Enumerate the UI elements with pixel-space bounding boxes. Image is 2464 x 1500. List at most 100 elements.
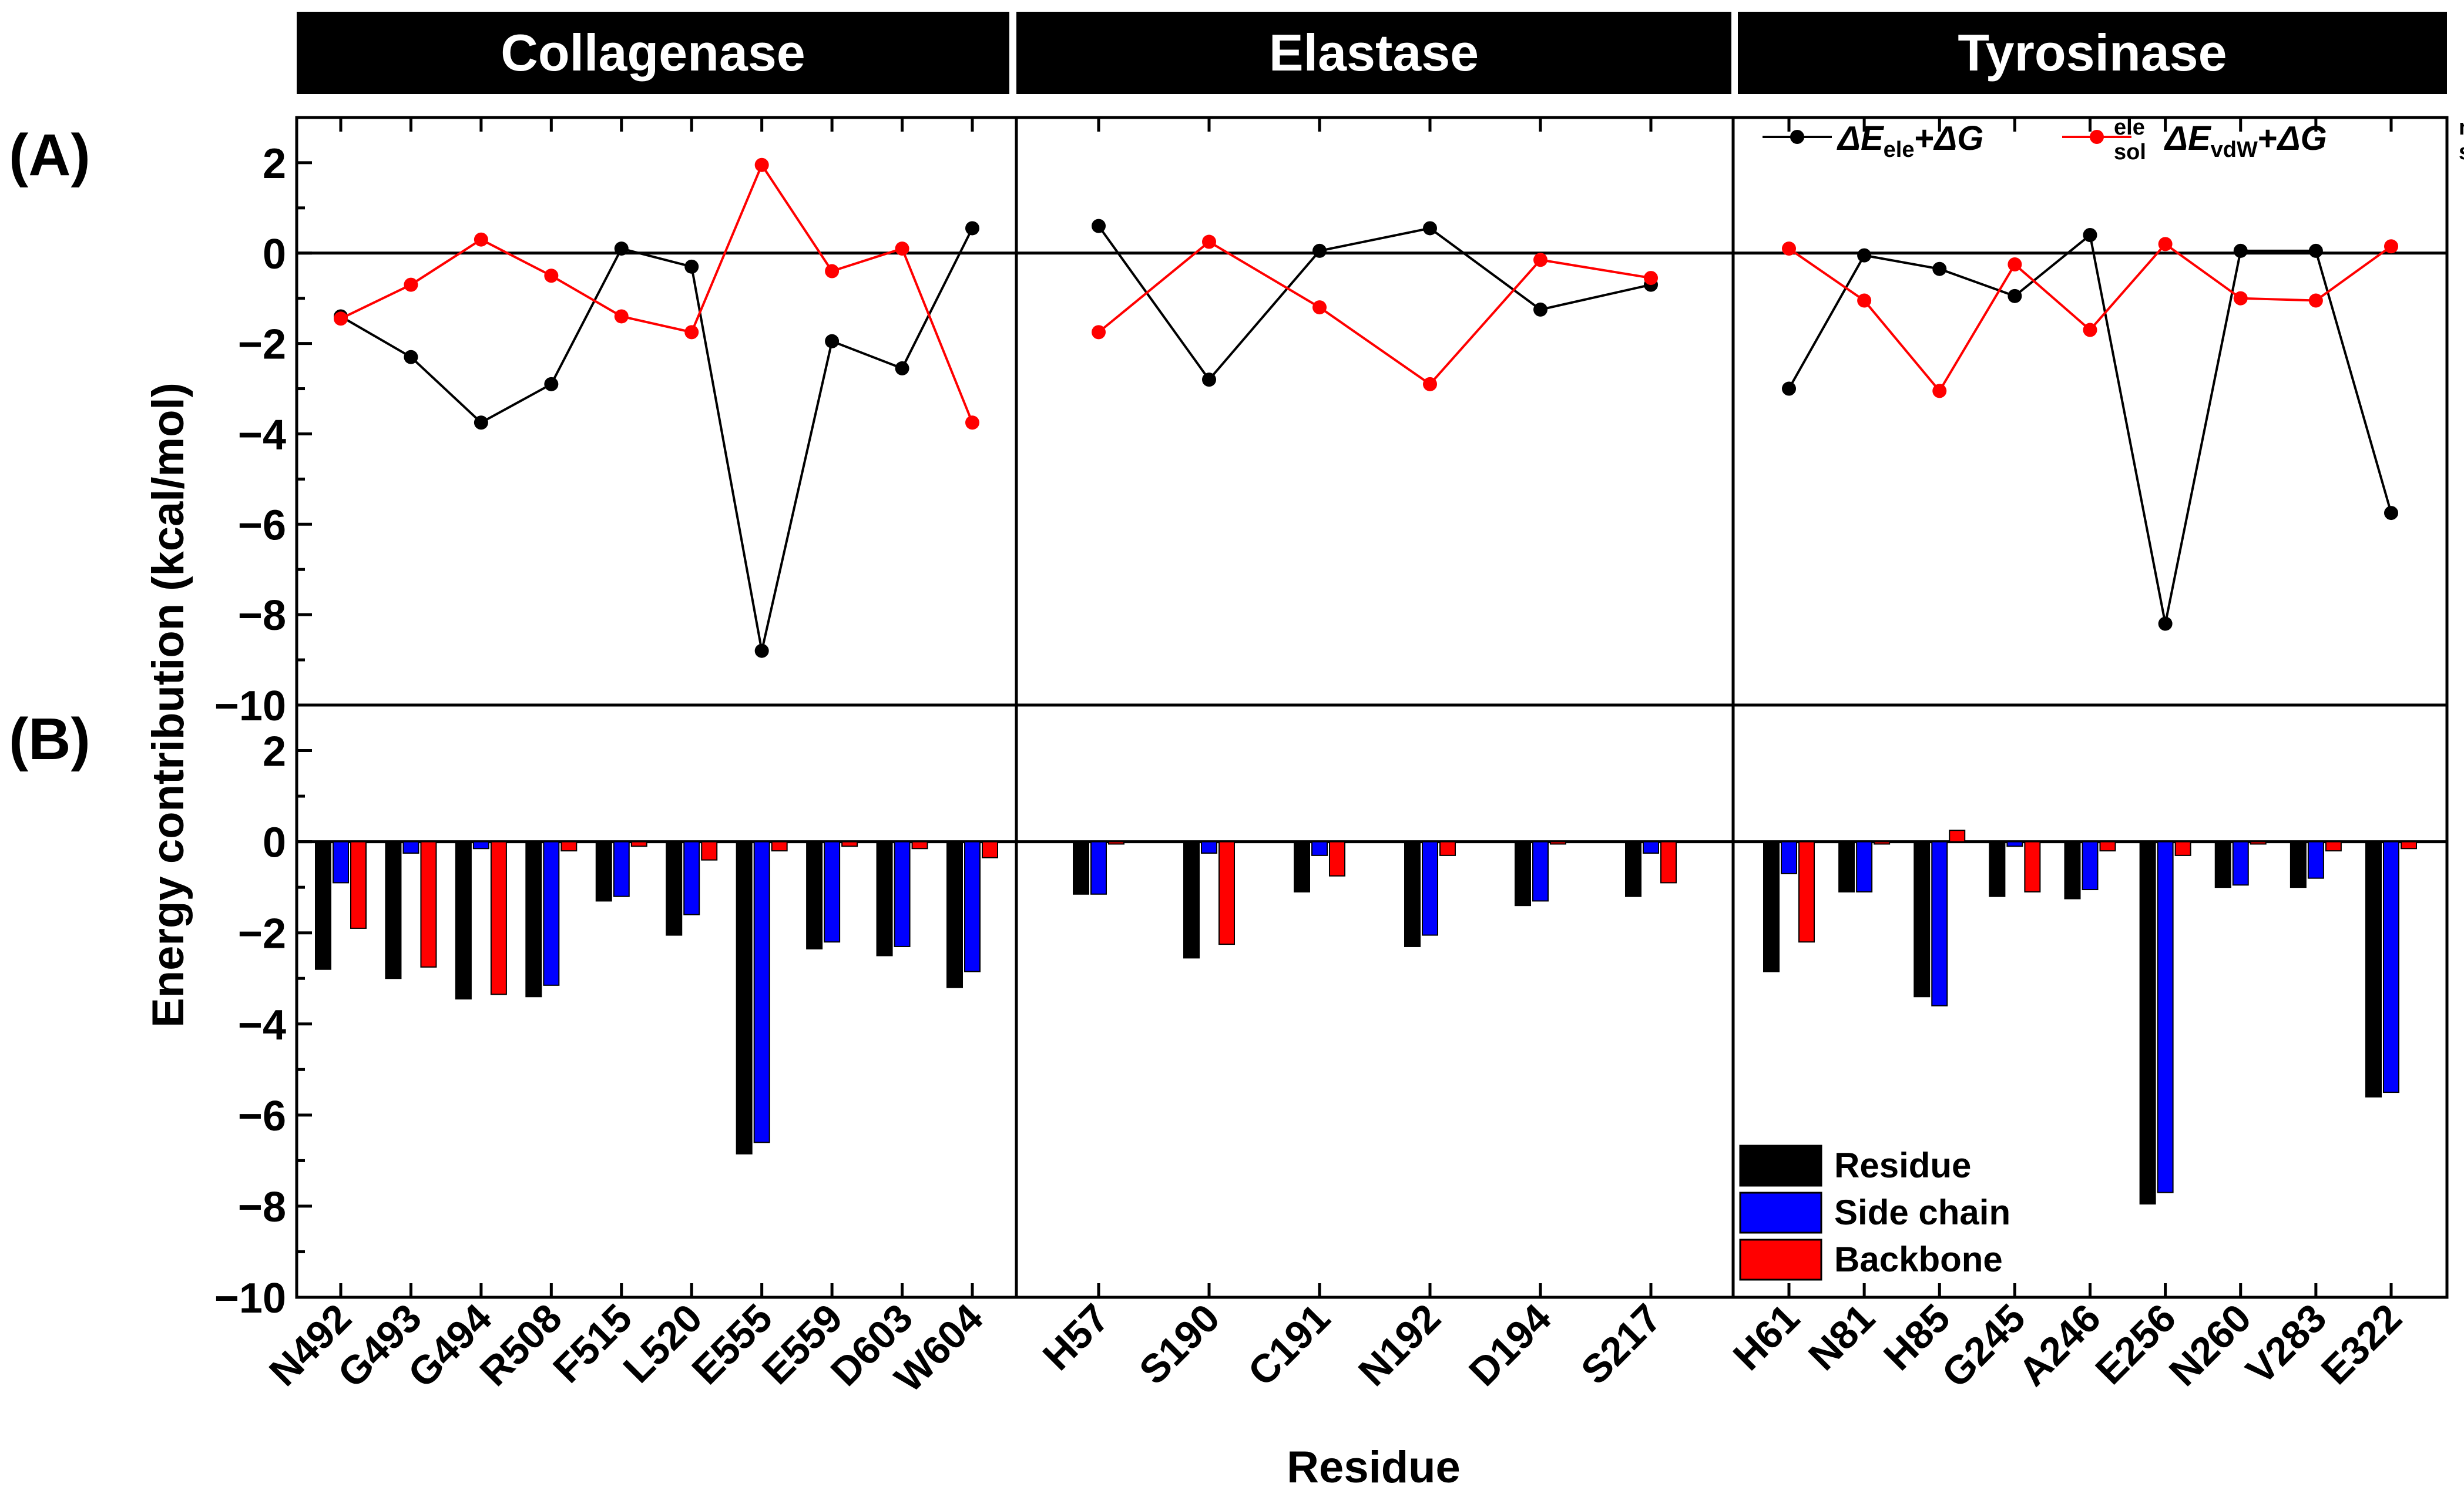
y-tick-label: 0 xyxy=(263,820,286,867)
side-chain-bar xyxy=(333,841,349,884)
legend-vdw-delta2: ΔG xyxy=(2277,119,2327,157)
panel-title-bar xyxy=(1738,12,2447,94)
backbone-bar xyxy=(350,841,367,929)
y-tick-label: −6 xyxy=(238,502,286,549)
side-chain-bar xyxy=(894,841,911,947)
legend-side-chain-label: Side chain xyxy=(1834,1193,2010,1232)
y-tick-label: 0 xyxy=(263,231,286,278)
legend-vdw-label: ΔEvdW+ΔG xyxy=(2164,119,2327,162)
backbone-bar xyxy=(560,841,578,852)
backbone-bar xyxy=(2325,841,2342,852)
backbone-bar xyxy=(1874,841,1891,845)
backbone-bar xyxy=(1550,841,1566,845)
side-chain-bar xyxy=(964,841,981,972)
vdw-energy-point xyxy=(825,264,840,278)
side-chain-bar xyxy=(2006,841,2023,847)
residue-bar xyxy=(1294,841,1310,892)
vdw-energy-point xyxy=(2158,237,2173,251)
panel-title: Tyrosinase xyxy=(1958,24,2227,82)
y-tick-label: −2 xyxy=(238,911,286,958)
ele-energy-point xyxy=(544,377,559,391)
backbone-bar xyxy=(2401,841,2417,850)
ele-energy-point xyxy=(2233,243,2248,258)
residue-bar xyxy=(1515,841,1531,907)
ele-energy-point xyxy=(965,221,979,236)
side-chain-bar xyxy=(1311,841,1328,856)
y-axis-label: Energy contribution (kcal/mol) xyxy=(143,382,193,1028)
ele-energy-point xyxy=(1423,221,1437,236)
ele-energy-point xyxy=(1312,243,1327,258)
legend-ele-sup2: ele xyxy=(2114,115,2145,140)
backbone-bar xyxy=(982,841,998,858)
ele-energy-point xyxy=(1857,248,1872,263)
ele-energy-point xyxy=(2158,616,2173,631)
legend-ele-delta2: ΔG xyxy=(1933,119,1983,157)
data-layer xyxy=(315,130,2417,1281)
backbone-bar xyxy=(1949,830,1966,843)
y-tick-label: 2 xyxy=(263,140,286,187)
ele-energy-point xyxy=(1782,381,1796,396)
vdw-energy-point xyxy=(474,232,488,247)
vdw-energy-point xyxy=(1423,377,1437,391)
side-chain-bar xyxy=(1931,841,1948,1006)
ele-energy-line xyxy=(1097,225,1651,382)
vdw-energy-point xyxy=(1092,325,1106,340)
vdw-energy-point xyxy=(2083,323,2097,337)
backbone-bar xyxy=(1439,841,1456,856)
vdw-energy-point xyxy=(684,325,699,340)
backbone-bar xyxy=(420,841,437,968)
backbone-bar xyxy=(2250,841,2267,845)
legend-side-chain-swatch xyxy=(1739,1192,1822,1234)
ele-energy-point xyxy=(825,334,840,348)
y-tick-label: −10 xyxy=(214,683,286,730)
backbone-bar xyxy=(1798,841,1815,943)
legend-vdw-sub-label: sol xyxy=(2459,140,2464,165)
residue-bar xyxy=(595,841,612,902)
side-chain-bar xyxy=(1856,841,1873,892)
ele-energy-point xyxy=(1092,219,1106,233)
residue-bar xyxy=(1838,841,1855,892)
vdw-energy-point xyxy=(614,309,629,324)
residue-bar xyxy=(1914,841,1931,998)
side-chain-bar xyxy=(1090,841,1107,895)
side-chain-bar xyxy=(472,841,489,850)
legend-ele-sup-label: ele xyxy=(2114,115,2145,140)
backbone-bar xyxy=(2099,841,2116,852)
side-chain-bar xyxy=(1643,841,1659,854)
side-chain-bar xyxy=(683,841,700,915)
ele-energy-point xyxy=(2083,228,2097,242)
backbone-bar xyxy=(841,841,858,847)
legend-backbone-swatch xyxy=(1739,1239,1822,1281)
side-chain-bar xyxy=(402,841,419,854)
ele-energy-point xyxy=(2008,288,2022,303)
legend-vdw-sup-label: nonpolar xyxy=(2459,115,2464,140)
vdw-energy-line xyxy=(1097,240,1651,386)
side-chain-bar xyxy=(753,841,770,1143)
vdw-energy-point xyxy=(1312,300,1327,315)
backbone-bar xyxy=(1218,841,1235,945)
side-chain-bar xyxy=(2082,841,2099,891)
legend-ele-sub1: ele xyxy=(1884,137,1915,162)
legend-vdw-sub1: vdW xyxy=(2211,137,2258,162)
vdw-energy-line xyxy=(340,162,973,423)
residue-bar xyxy=(455,841,472,1000)
legend-vdw-sup2: nonpolar xyxy=(2459,115,2464,140)
residue-bar xyxy=(2139,841,2156,1205)
legend-residue-swatch xyxy=(1739,1145,1822,1187)
side-chain-bar xyxy=(2232,841,2249,886)
vdw-energy-point xyxy=(544,269,559,283)
residue-bar xyxy=(2214,841,2231,888)
vdw-energy-point xyxy=(2308,293,2323,308)
ele-energy-point xyxy=(474,415,488,430)
ele-energy-point xyxy=(614,241,629,256)
residue-bar xyxy=(1625,841,1641,897)
side-chain-bar xyxy=(1781,841,1797,874)
vdw-energy-point xyxy=(1857,293,1872,308)
y-tick-label: −10 xyxy=(214,1275,286,1322)
legend-ele-plus: + xyxy=(1914,119,1934,157)
legend-vdw-delta1: ΔE xyxy=(2164,119,2212,157)
residue-bar xyxy=(315,841,331,970)
residue-bar xyxy=(525,841,542,998)
residue-bar xyxy=(1989,841,2006,897)
